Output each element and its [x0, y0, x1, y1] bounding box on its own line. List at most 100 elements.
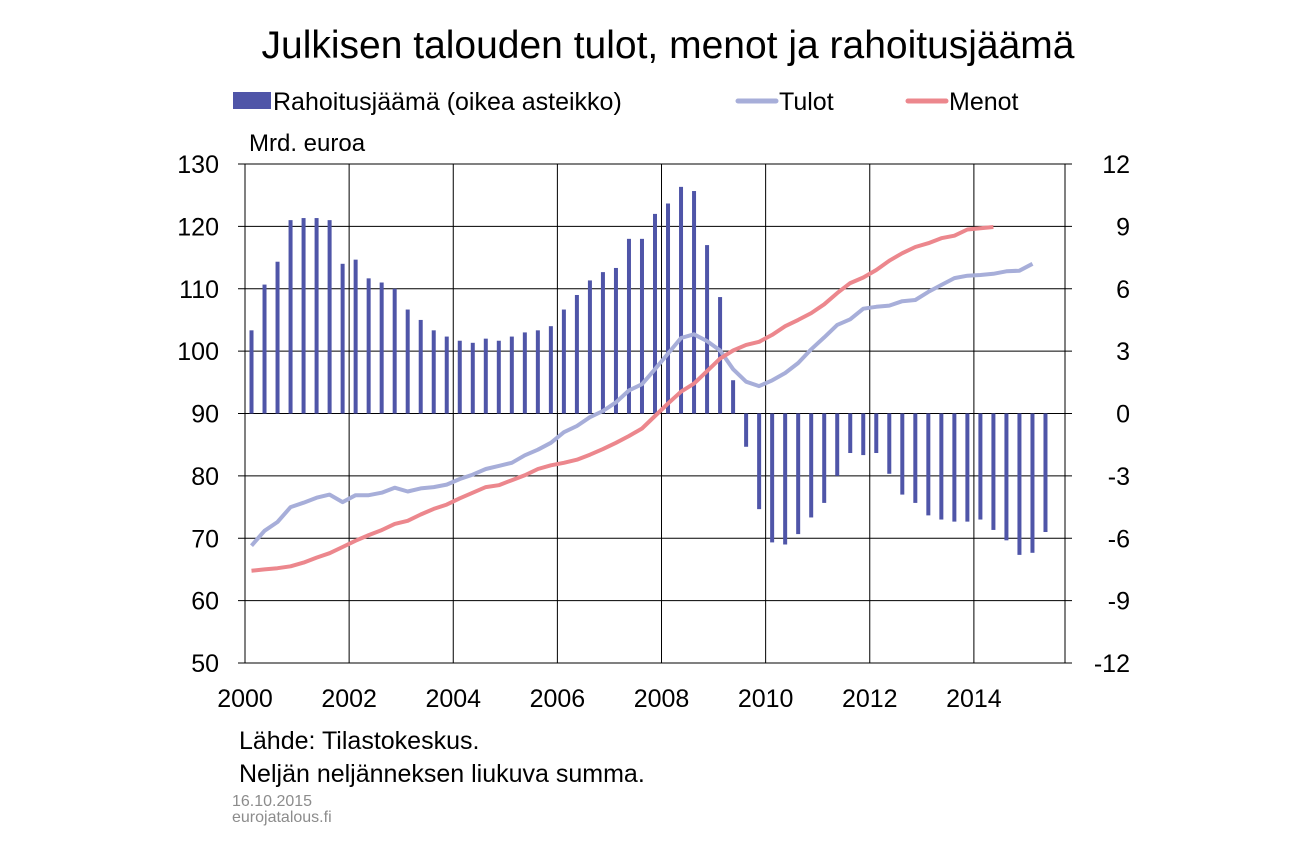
- left-tick-label: 130: [177, 151, 219, 179]
- balance-bar: [327, 220, 332, 414]
- right-tick-label: 12: [1102, 151, 1130, 179]
- left-tick-label: 60: [191, 588, 219, 616]
- right-tick-label: 0: [1116, 401, 1130, 429]
- legend-label-balance: Rahoitusjäämä (oikea asteikko): [273, 88, 622, 116]
- balance-bar: [522, 332, 527, 414]
- balance-bar: [600, 272, 605, 414]
- balance-bar: [926, 413, 931, 516]
- balance-bar: [809, 413, 814, 518]
- left-tick-label: 90: [191, 401, 219, 429]
- balance-bar: [379, 282, 384, 414]
- balance-bar: [705, 245, 710, 414]
- balance-bar: [288, 220, 293, 414]
- left-tick-label: 80: [191, 463, 219, 491]
- balance-bar: [965, 413, 970, 522]
- balance-bar: [861, 413, 866, 456]
- balance-bar: [262, 284, 267, 414]
- balance-bar: [509, 336, 514, 414]
- balance-bar: [900, 413, 905, 495]
- right-tick-label: -3: [1108, 463, 1130, 491]
- left-tick-label: 50: [191, 650, 219, 678]
- balance-bar: [1030, 413, 1035, 553]
- balance-bar: [783, 413, 788, 545]
- balance-bar: [939, 413, 944, 520]
- x-tick-label: 2004: [425, 685, 481, 713]
- balance-bar: [639, 238, 644, 414]
- left-tick-label: 120: [177, 213, 219, 241]
- balance-bar: [561, 309, 566, 414]
- balance-bars: [249, 186, 1048, 555]
- legend-label-expenditure: Menot: [949, 88, 1019, 116]
- right-tick-label: 3: [1116, 338, 1130, 366]
- balance-bar: [718, 297, 723, 414]
- x-axis: 2000 2002 2004 2006 2008 2010 2012 2014: [217, 685, 1002, 713]
- balance-bar: [887, 413, 892, 474]
- balance-bar: [483, 338, 488, 414]
- right-tick-label: -9: [1108, 588, 1130, 616]
- balance-bar: [835, 413, 840, 476]
- balance-bar: [431, 330, 436, 414]
- balance-bar: [978, 413, 983, 520]
- balance-bar: [418, 319, 423, 414]
- x-tick-label: 2008: [634, 685, 690, 713]
- balance-bar: [796, 413, 801, 535]
- left-tick-label: 70: [191, 525, 219, 553]
- left-unit-label: Mrd. euroa: [249, 130, 366, 157]
- x-tick-label: 2002: [321, 685, 377, 713]
- balance-bar: [301, 218, 306, 414]
- site-name: eurojatalous.fi: [232, 809, 332, 826]
- balance-bar: [952, 413, 957, 522]
- x-tick-label: 2014: [946, 685, 1002, 713]
- balance-bar: [874, 413, 879, 454]
- balance-bar: [613, 267, 618, 414]
- balance-bar: [392, 288, 397, 414]
- balance-bar: [913, 413, 918, 503]
- balance-bar: [1004, 413, 1009, 541]
- legend-swatch-balance: [233, 92, 271, 109]
- balance-bar: [548, 326, 553, 414]
- x-tick-label: 2000: [217, 685, 273, 713]
- x-tick-label: 2006: [530, 685, 586, 713]
- balance-bar: [340, 263, 345, 414]
- balance-bar: [1043, 413, 1048, 533]
- balance-bar: [1017, 413, 1022, 555]
- balance-bar: [848, 413, 853, 454]
- balance-bar: [757, 413, 762, 510]
- balance-bar: [314, 218, 319, 414]
- balance-bar: [731, 380, 736, 414]
- balance-bar: [457, 340, 462, 414]
- right-tick-label: -6: [1108, 525, 1130, 553]
- balance-bar: [470, 342, 475, 414]
- balance-bar: [744, 413, 749, 447]
- series-note: Neljän neljänneksen liukuva summa.: [239, 760, 645, 788]
- source-note: Lähde: Tilastokeskus.: [239, 727, 480, 755]
- balance-bar: [626, 238, 631, 414]
- left-axis: 130 120 110 100 90 80 70 60 50: [177, 151, 245, 678]
- balance-bar: [822, 413, 827, 503]
- right-axis: 12 9 6 3 0 -3 -6 -9 -12: [1065, 151, 1130, 678]
- balance-bar: [574, 294, 579, 414]
- balance-bar: [692, 191, 697, 414]
- left-tick-label: 110: [179, 276, 219, 304]
- publish-date: 16.10.2015: [232, 793, 313, 810]
- left-tick-label: 100: [177, 338, 219, 366]
- legend: Rahoitusjäämä (oikea asteikko) Tulot Men…: [233, 88, 1019, 116]
- balance-bar: [666, 203, 671, 414]
- balance-bar: [653, 213, 657, 414]
- balance-bar: [249, 330, 254, 414]
- balance-bar: [587, 280, 592, 414]
- balance-bar: [496, 340, 501, 414]
- balance-bar: [405, 309, 410, 414]
- legend-label-revenue: Tulot: [779, 88, 834, 116]
- right-tick-label: 9: [1116, 213, 1130, 241]
- chart-title: Julkisen talouden tulot, menot ja rahoit…: [262, 24, 1075, 67]
- balance-bar: [366, 278, 371, 414]
- balance-bar: [679, 186, 684, 414]
- right-tick-label: 6: [1116, 276, 1130, 304]
- balance-bar: [770, 413, 775, 543]
- balance-bar: [991, 413, 996, 530]
- revenue-line: [249, 262, 1034, 548]
- x-tick-label: 2010: [738, 685, 794, 713]
- expenditure-line: [251, 225, 994, 573]
